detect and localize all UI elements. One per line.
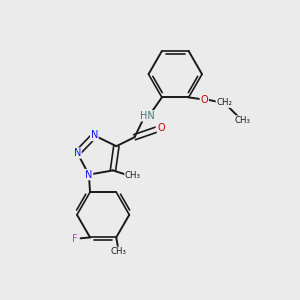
Text: N: N [91, 130, 98, 140]
Text: CH₃: CH₃ [111, 247, 127, 256]
Text: O: O [200, 95, 208, 105]
Text: N: N [74, 148, 81, 158]
Text: HN: HN [140, 111, 154, 121]
Text: O: O [158, 123, 165, 133]
Text: F: F [72, 234, 78, 244]
Text: CH₃: CH₃ [234, 116, 250, 125]
Text: N: N [85, 169, 93, 180]
Text: CH₂: CH₂ [216, 98, 232, 107]
Text: CH₃: CH₃ [125, 171, 141, 180]
